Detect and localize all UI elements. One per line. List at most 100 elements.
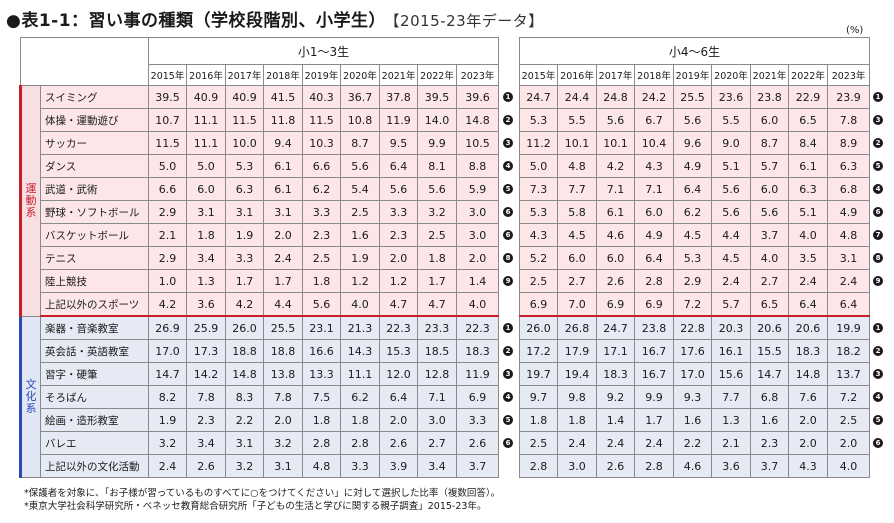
value-cell: 15.6 <box>711 362 751 386</box>
rank-badge: 5 <box>873 161 884 171</box>
rank-badge: 6 <box>503 438 514 448</box>
value-cell: 7.7 <box>711 385 751 409</box>
value-cell: 13.3 <box>302 362 341 386</box>
value-cell: 4.0 <box>750 246 789 270</box>
footnotes: *保護者を対象に、「お子様が習っているものすべてに○をつけてください」に対して選… <box>24 487 500 513</box>
value-cell: 3.2 <box>148 431 187 455</box>
value-cell: 36.7 <box>340 85 380 109</box>
value-cell: 39.6 <box>455 85 500 109</box>
value-cell: 18.3 <box>455 339 500 363</box>
table-corner <box>20 37 149 86</box>
value-cell: 2.4 <box>557 431 597 455</box>
value-cell: 2.7 <box>557 269 597 293</box>
value-cell: 7.8 <box>263 385 303 409</box>
category-name: 文化系 <box>25 377 37 415</box>
row-label: 武道・武術 <box>40 177 149 201</box>
rank-badge: 7 <box>873 230 884 240</box>
rank-badge: 6 <box>503 207 514 217</box>
value-cell: 1.7 <box>634 408 674 432</box>
value-cell: 26.9 <box>148 315 187 340</box>
row-label: 体操・運動遊び <box>40 108 149 132</box>
value-cell: 3.1 <box>263 454 303 478</box>
value-cell: 4.4 <box>263 292 303 317</box>
category-label: 文化系 <box>19 315 41 478</box>
value-cell: 5.9 <box>455 177 500 201</box>
table-row: 11.2 10.1 10.1 10.4 9.6 9.0 8.7 8.4 8.9 <box>519 131 871 155</box>
value-cell: 25.5 <box>673 85 712 109</box>
year-header: 2018年 <box>634 64 674 86</box>
value-cell: 2.4 <box>711 269 751 293</box>
value-cell: 14.0 <box>417 108 457 132</box>
year-header: 2015年 <box>148 64 187 86</box>
value-cell: 2.9 <box>148 200 187 224</box>
group-header-left: 小1〜3生 <box>147 37 500 65</box>
value-cell: 4.5 <box>673 223 712 247</box>
value-cell: 18.8 <box>263 339 303 363</box>
value-cell: 2.3 <box>379 223 418 247</box>
value-cell: 2.6 <box>596 269 635 293</box>
value-cell: 5.3 <box>673 246 712 270</box>
value-cell: 23.6 <box>711 85 751 109</box>
value-cell: 3.7 <box>750 223 789 247</box>
value-cell: 5.7 <box>711 292 751 317</box>
value-cell: 12.0 <box>379 362 418 386</box>
value-cell: 5.1 <box>788 200 828 224</box>
rank-badge: 9 <box>503 276 514 286</box>
value-cell: 3.4 <box>186 246 226 270</box>
value-cell: 26.8 <box>557 315 597 340</box>
value-cell: 5.6 <box>673 108 712 132</box>
year-header: 2017年 <box>225 64 264 86</box>
table-row: 上記以外の文化活動 2.4 2.6 3.2 3.1 4.8 3.3 3.9 3.4 3.7 <box>21 454 500 478</box>
value-cell: 2.1 <box>711 431 751 455</box>
value-cell: 2.0 <box>788 431 828 455</box>
value-cell: 1.8 <box>302 408 341 432</box>
row-label: バスケットボール <box>40 223 149 247</box>
row-label: 陸上競技 <box>40 269 149 293</box>
value-cell: 5.3 <box>519 200 558 224</box>
table-row: サッカー 11.5 11.1 10.0 9.4 10.3 8.7 9.5 9.9 10.5 <box>21 131 500 155</box>
rank-badge: 6 <box>873 207 884 217</box>
value-cell: 2.7 <box>417 431 457 455</box>
value-cell: 1.4 <box>455 269 500 293</box>
table-row: バレエ 3.2 3.4 3.1 3.2 2.8 2.8 2.6 2.7 2.6 <box>21 431 500 455</box>
value-cell: 20.3 <box>711 315 751 340</box>
value-cell: 2.9 <box>148 246 187 270</box>
value-cell: 8.8 <box>455 154 500 178</box>
value-cell: 22.3 <box>379 315 418 340</box>
value-cell: 10.0 <box>225 131 264 155</box>
value-cell: 40.3 <box>302 85 341 109</box>
value-cell: 3.1 <box>263 200 303 224</box>
table-row: 6.9 7.0 6.9 6.9 7.2 5.7 6.5 6.4 6.4 <box>519 292 871 317</box>
value-cell: 4.2 <box>225 292 264 317</box>
value-cell: 40.9 <box>186 85 226 109</box>
rank-badge: 3 <box>503 138 514 148</box>
row-label: 上記以外のスポーツ <box>40 292 149 317</box>
value-cell: 2.4 <box>148 454 187 478</box>
value-cell: 2.5 <box>340 200 380 224</box>
value-cell: 3.2 <box>263 431 303 455</box>
value-cell: 4.9 <box>634 223 674 247</box>
value-cell: 9.3 <box>673 385 712 409</box>
value-cell: 10.4 <box>634 131 674 155</box>
value-cell: 7.5 <box>302 385 341 409</box>
value-cell: 9.9 <box>634 385 674 409</box>
value-cell: 9.8 <box>557 385 597 409</box>
value-cell: 2.2 <box>673 431 712 455</box>
value-cell: 6.6 <box>302 154 341 178</box>
value-cell: 7.1 <box>596 177 635 201</box>
row-label: 習字・硬筆 <box>40 362 149 386</box>
value-cell: 1.9 <box>148 408 187 432</box>
table-row: バスケットボール 2.1 1.8 1.9 2.0 2.3 1.6 2.3 2.5 3.0 <box>21 223 500 247</box>
value-cell: 21.3 <box>340 315 380 340</box>
value-cell: 4.7 <box>379 292 418 317</box>
value-cell: 10.3 <box>302 131 341 155</box>
value-cell: 14.8 <box>788 362 828 386</box>
year-header: 2016年 <box>186 64 226 86</box>
value-cell: 8.7 <box>750 131 789 155</box>
value-cell: 14.7 <box>750 362 789 386</box>
value-cell: 7.8 <box>826 108 871 132</box>
value-cell: 10.1 <box>596 131 635 155</box>
value-cell: 10.1 <box>557 131 597 155</box>
year-header: 2020年 <box>340 64 380 86</box>
rank-badge: 4 <box>503 392 514 402</box>
